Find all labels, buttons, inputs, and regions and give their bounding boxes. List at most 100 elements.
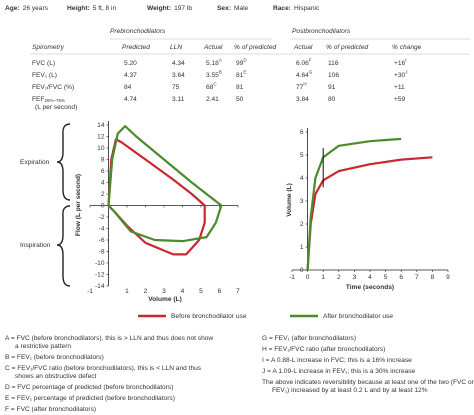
y-tick-label: -10 xyxy=(95,260,105,267)
table-cell: 5.18A xyxy=(206,58,222,67)
footnote: I = A 0.88-L increase in FVC; this is a … xyxy=(262,357,412,364)
header-value: 197 lb xyxy=(174,5,192,12)
column-header: % change xyxy=(392,44,422,51)
header-label: Age: xyxy=(5,5,20,12)
table-cell: 4.34 xyxy=(172,60,185,67)
table-cell: +16I xyxy=(394,58,406,67)
cell-superscript: A xyxy=(219,58,222,63)
footnote: B = FEV₁ (before bronchodilators) xyxy=(5,354,104,361)
y-tick-label: -6 xyxy=(99,237,105,244)
y-tick-label: 6 xyxy=(300,129,304,136)
table-cell: 3.84 xyxy=(296,96,309,103)
legend-label: After bronchodilator use xyxy=(323,313,393,320)
cell-text: 5.20 xyxy=(124,60,137,67)
footnote: F = FVC (after bronchodilators) xyxy=(5,406,96,413)
y-tick-label: 8 xyxy=(101,156,105,163)
cell-text: 50 xyxy=(236,96,244,103)
table-cell: 77H xyxy=(296,82,307,91)
table-cell: 3.11 xyxy=(172,96,185,103)
cell-text: +11 xyxy=(394,84,405,91)
x-tick-label: 7 xyxy=(236,288,240,295)
table-cell: 81E xyxy=(236,70,246,79)
header-item: Weight: 197 lb xyxy=(147,5,192,12)
table-cell: 84 xyxy=(124,84,132,91)
x-tick-label: 9 xyxy=(446,274,450,281)
y-tick-label: 2 xyxy=(101,191,105,198)
cell-text: FEV₁/FVC (%) xyxy=(32,84,74,91)
y-axis-label: Volume (L) xyxy=(286,183,293,217)
table-cell: 3.64 xyxy=(172,72,185,79)
cell-text: 3.64 xyxy=(172,72,185,79)
table-cell: 2.41 xyxy=(206,96,219,103)
cell-text: 106 xyxy=(328,72,339,79)
x-tick-label: 3 xyxy=(162,288,166,295)
cell-text: 91 xyxy=(328,84,336,91)
x-tick-label: 0 xyxy=(306,274,310,281)
table-cell: FVC (L) xyxy=(32,60,55,67)
header-label: Race: xyxy=(273,5,291,12)
cell-text: 6.06 xyxy=(296,60,309,67)
annotation: Inspiration xyxy=(20,242,51,249)
cell-text: 68 xyxy=(206,84,214,91)
brace xyxy=(56,205,71,287)
header-item: Age: 26 years xyxy=(5,5,49,12)
cell-superscript: E xyxy=(243,70,246,75)
cell-text: 75 xyxy=(172,84,180,91)
group-header: Postbronchodilators xyxy=(292,28,351,35)
header-item: Height: 5 ft, 8 in xyxy=(67,5,117,12)
y-tick-label: 0 xyxy=(101,202,105,209)
cell-superscript: G xyxy=(309,70,313,75)
y-tick-label: -8 xyxy=(99,248,105,255)
cell-text: +30 xyxy=(394,72,406,79)
y-tick-label: 1 xyxy=(300,244,304,251)
y-tick-label: 6 xyxy=(101,168,105,175)
footnote: G = FEV₁ (after bronchodilators) xyxy=(262,335,356,342)
cell-text: 3.55 xyxy=(206,72,219,79)
header-label: Height: xyxy=(67,5,90,12)
cell-subscript: 25%–75% xyxy=(44,98,65,103)
header-item: Sex: Male xyxy=(217,5,249,12)
cell-text: +59 xyxy=(394,96,406,103)
cell-text: 5.18 xyxy=(206,60,219,67)
table-cell: 68C xyxy=(206,82,217,91)
annotation: Expiration xyxy=(20,159,50,166)
cell-text: 81 xyxy=(236,72,244,79)
header-value: 5 ft, 8 in xyxy=(93,5,117,12)
x-tick-label: 2 xyxy=(144,288,148,295)
footnote: H = FEV₁/FVC ratio (after bronchodilator… xyxy=(262,346,385,353)
cell-superscript: B xyxy=(219,70,222,75)
cell-text: FEV₁ (L) xyxy=(32,72,57,79)
footnote: E = FEV₁ percentage of predicted (before… xyxy=(5,395,175,402)
footnote: FEV₁) increased by at least 0.2 L and by… xyxy=(272,387,428,394)
column-header: Actual xyxy=(293,44,313,51)
x-tick-label: 2 xyxy=(337,274,341,281)
column-header: Actual xyxy=(203,44,223,51)
x-tick-label: 7 xyxy=(415,274,419,281)
cell-text: 80 xyxy=(328,96,336,103)
footnote: J = A 1.09-L increase in FEV₁; this is a… xyxy=(262,368,415,375)
table-cell: 80 xyxy=(328,96,336,103)
x-axis-label: Time (seconds) xyxy=(346,284,394,291)
group-header: Prebronchodilators xyxy=(110,28,166,35)
table-cell: 3.55B xyxy=(206,70,222,79)
header-label: Weight: xyxy=(147,5,171,12)
cell-superscript: H xyxy=(303,82,306,87)
x-tick-label: 5 xyxy=(384,274,388,281)
cell-superscript: I xyxy=(405,58,406,63)
header-label: Sex: xyxy=(217,5,231,12)
y-tick-label: 3 xyxy=(300,198,304,205)
x-tick-label: 6 xyxy=(218,288,222,295)
y-tick-label: 10 xyxy=(97,145,105,152)
footnote: C = FEV₁/FVC ratio (before bronchodilato… xyxy=(5,365,202,372)
cell-text: 84 xyxy=(124,84,132,91)
brace xyxy=(56,123,71,201)
legend-label: Before bronchodilator use xyxy=(171,313,247,320)
column-header: Spirometry xyxy=(32,44,65,51)
table-cell: 6.06F xyxy=(296,58,312,67)
y-tick-label: 5 xyxy=(300,152,304,159)
cell-text: 116 xyxy=(328,60,339,67)
y-axis-label: Flow (L per second) xyxy=(75,174,82,236)
header-item: Race: Hispanic xyxy=(273,5,320,12)
table-cell: 81 xyxy=(236,84,244,91)
